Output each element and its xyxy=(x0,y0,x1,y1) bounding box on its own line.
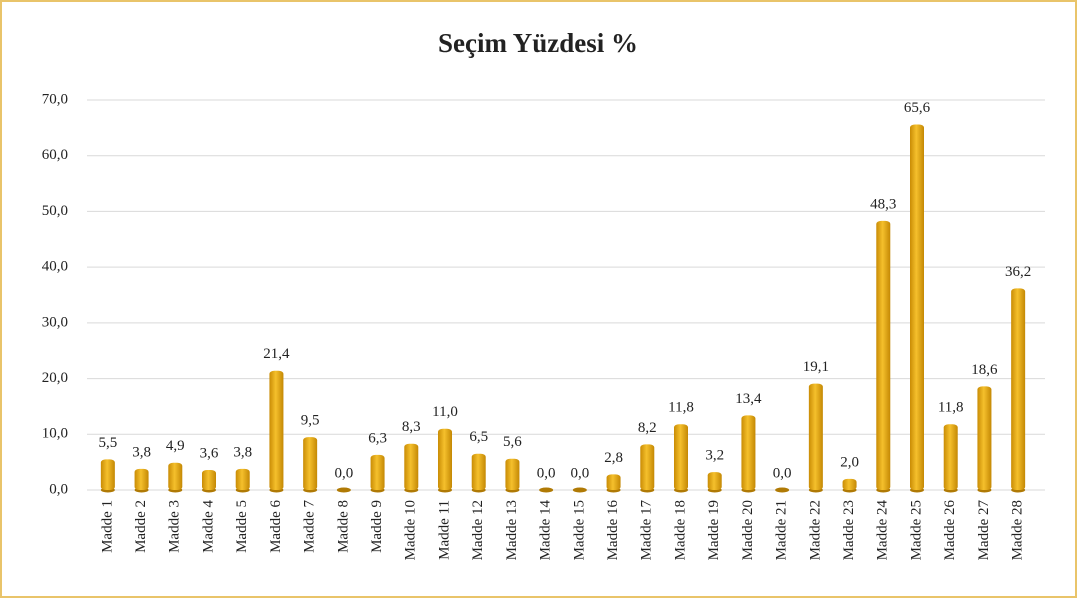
x-tick-label: Madde 13 xyxy=(504,500,520,560)
value-label: 13,4 xyxy=(735,391,762,407)
x-tick-label: Madde 15 xyxy=(571,500,587,560)
value-label: 11,8 xyxy=(668,400,694,416)
value-label: 65,6 xyxy=(904,100,931,116)
y-tick-label: 50,0 xyxy=(42,203,68,219)
bar xyxy=(640,444,655,490)
value-label: 4,9 xyxy=(166,438,185,454)
value-label: 3,8 xyxy=(132,444,151,460)
y-tick-label: 40,0 xyxy=(42,259,68,275)
bar-base xyxy=(539,487,554,493)
bar xyxy=(943,424,958,490)
x-tick-label: Madde 12 xyxy=(470,500,486,560)
bar xyxy=(202,469,216,490)
x-tick-label: Madde 2 xyxy=(133,500,149,553)
x-tick-label: Madde 20 xyxy=(740,500,756,560)
value-label: 0,0 xyxy=(570,465,589,481)
bar xyxy=(471,453,486,490)
value-label: 5,5 xyxy=(98,435,117,451)
y-tick-label: 0,0 xyxy=(49,481,68,497)
bar xyxy=(303,437,318,490)
x-tick-label: Madde 7 xyxy=(302,500,318,553)
value-label: 2,8 xyxy=(604,450,623,466)
y-tick-label: 30,0 xyxy=(42,314,68,330)
x-tick-label: Madde 21 xyxy=(774,500,790,560)
x-tick-label: Madde 19 xyxy=(706,500,722,560)
x-tick-label: Madde 24 xyxy=(875,500,891,561)
bar xyxy=(168,462,183,490)
value-label: 9,5 xyxy=(301,413,320,429)
bar-base xyxy=(775,487,790,493)
value-label: 11,0 xyxy=(432,404,458,420)
bar xyxy=(808,383,823,490)
value-label: 8,3 xyxy=(402,419,421,435)
value-label: 19,1 xyxy=(803,359,829,375)
bar xyxy=(404,443,419,490)
x-tick-label: Madde 17 xyxy=(639,500,655,561)
x-tick-label: Madde 16 xyxy=(605,500,621,561)
value-label: 0,0 xyxy=(773,465,792,481)
x-tick-label: Madde 10 xyxy=(403,500,419,560)
bar xyxy=(977,386,992,490)
value-label: 21,4 xyxy=(263,346,290,362)
value-label: 6,3 xyxy=(368,430,387,446)
bar-base xyxy=(336,487,351,493)
bar xyxy=(100,459,115,490)
x-tick-label: Madde 6 xyxy=(268,500,284,553)
value-label: 5,6 xyxy=(503,434,522,450)
x-tick-label: Madde 22 xyxy=(807,500,823,560)
x-tick-label: Madde 28 xyxy=(1010,500,1026,560)
value-label: 8,2 xyxy=(638,420,657,436)
x-tick-label: Madde 4 xyxy=(200,500,216,553)
x-tick-label: Madde 11 xyxy=(436,500,452,560)
y-tick-label: 70,0 xyxy=(42,91,68,107)
value-label: 36,2 xyxy=(1005,264,1031,280)
bar xyxy=(674,424,688,490)
bar xyxy=(235,468,250,490)
bar xyxy=(842,478,857,490)
y-tick-label: 20,0 xyxy=(42,370,68,386)
bar xyxy=(1011,288,1026,490)
value-label: 3,8 xyxy=(233,444,252,460)
y-tick-label: 10,0 xyxy=(42,426,68,442)
value-label: 3,2 xyxy=(705,448,724,464)
bar xyxy=(707,472,722,490)
value-label: 6,5 xyxy=(469,429,488,445)
value-label: 0,0 xyxy=(537,465,556,481)
x-tick-label: Madde 9 xyxy=(369,500,385,553)
bar-base xyxy=(572,487,587,493)
bar xyxy=(134,468,149,490)
bar xyxy=(370,454,385,490)
x-tick-label: Madde 5 xyxy=(234,500,250,553)
x-tick-label: Madde 23 xyxy=(841,500,857,560)
x-tick-label: Madde 14 xyxy=(538,500,554,561)
bar xyxy=(505,458,520,490)
bar xyxy=(741,415,756,490)
bar xyxy=(606,474,621,490)
bar xyxy=(438,428,452,490)
value-label: 11,8 xyxy=(938,400,964,416)
value-label: 48,3 xyxy=(870,196,896,212)
x-tick-label: Madde 3 xyxy=(167,500,183,553)
x-tick-label: Madde 8 xyxy=(335,500,351,553)
x-tick-label: Madde 27 xyxy=(976,500,992,561)
value-label: 0,0 xyxy=(334,465,353,481)
bar xyxy=(876,220,891,490)
bar xyxy=(269,370,284,490)
value-label: 2,0 xyxy=(840,454,859,470)
chart-title: Seçim Yüzdesi % xyxy=(438,28,638,58)
x-tick-label: Madde 1 xyxy=(99,500,115,553)
x-tick-label: Madde 18 xyxy=(672,500,688,560)
bar xyxy=(910,124,924,490)
y-tick-label: 60,0 xyxy=(42,147,68,163)
x-tick-label: Madde 26 xyxy=(942,500,958,561)
value-label: 18,6 xyxy=(971,362,998,378)
value-label: 3,6 xyxy=(200,445,219,461)
x-tick-label: Madde 25 xyxy=(908,500,924,560)
